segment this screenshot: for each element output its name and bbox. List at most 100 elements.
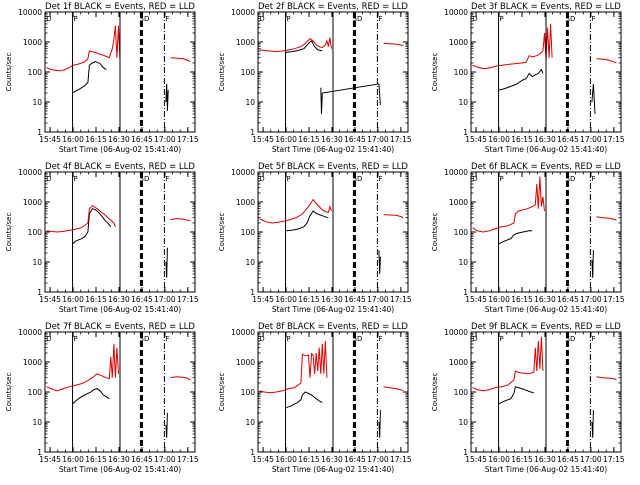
panel-det-8: Det 8f BLACK = Events, RED = LLD 1 10 100 10… (218, 322, 412, 474)
marker-label: P (499, 175, 503, 183)
x-tick-label: 15:45 (39, 295, 61, 304)
x-tick-label: 17:00 (580, 455, 602, 464)
y-tick-label: 10 (32, 98, 42, 107)
marker-label: SD (140, 15, 150, 23)
y-tick-label: 10000 (231, 8, 255, 17)
series-line (259, 37, 332, 53)
marker-label: P (286, 175, 290, 183)
marker-label: P (73, 15, 77, 23)
series-line (498, 230, 533, 245)
x-tick-label: 16:00 (488, 135, 510, 144)
x-tick-label: 16:00 (62, 455, 84, 464)
y-tick-label: 1 (250, 128, 255, 137)
x-tick-label: 16:00 (275, 135, 297, 144)
y-axis-label: Counts/sec (218, 53, 226, 92)
marker-label: P (499, 15, 503, 23)
x-tick-label: 16:15 (511, 135, 533, 144)
y-tick-label: 10000 (18, 168, 42, 177)
x-tick-label: 16:45 (131, 295, 153, 304)
marker-label: SD (566, 15, 576, 23)
marker-label: P (73, 335, 77, 343)
marker-label: D (259, 15, 264, 23)
x-axis-label: Start Time (06-Aug-02 15:41:40) (485, 465, 607, 474)
y-axis-label: Counts/sec (431, 53, 439, 92)
x-tick-label: 16:45 (344, 135, 366, 144)
series-line (46, 343, 119, 392)
x-tick-label: 15:45 (39, 135, 61, 144)
series-line (596, 58, 617, 64)
x-tick-label: 17:15 (390, 455, 412, 464)
x-tick-label: 16:30 (108, 295, 130, 304)
y-axis-label: Counts/sec (218, 373, 226, 412)
x-tick-label: 17:00 (367, 295, 389, 304)
x-tick-label: 16:45 (131, 135, 153, 144)
x-tick-label: 17:00 (580, 295, 602, 304)
marker-label: D (472, 15, 477, 23)
y-tick-label: 10 (458, 258, 468, 267)
marker-label: F (378, 175, 382, 183)
y-tick-label: 10000 (231, 328, 255, 337)
marker-label: F (378, 335, 382, 343)
panel-title: Det 1f BLACK = Events, RED = LLD (45, 2, 195, 12)
y-tick-label: 10 (458, 98, 468, 107)
series-line (383, 214, 404, 219)
marker-label: F (591, 15, 595, 23)
series-line (472, 23, 553, 70)
x-tick-label: 15:45 (465, 455, 487, 464)
series-line (46, 25, 121, 72)
x-tick-label: 16:30 (321, 135, 343, 144)
y-axis-label: Counts/sec (5, 373, 13, 412)
y-tick-label: 1 (250, 448, 255, 457)
y-tick-label: 10000 (444, 328, 468, 337)
series-line (472, 336, 544, 392)
series-line (596, 216, 617, 221)
x-tick-label: 17:00 (154, 455, 176, 464)
x-tick-label: 16:15 (511, 455, 533, 464)
marker-label: D (46, 335, 51, 343)
marker-label: SD (566, 335, 576, 343)
series-line (383, 42, 404, 47)
marker-label: F (591, 335, 595, 343)
marker-label: SD (140, 335, 150, 343)
y-tick-label: 10 (32, 418, 42, 427)
x-tick-label: 15:45 (465, 135, 487, 144)
marker-label: D (46, 15, 51, 23)
series-line (383, 386, 404, 392)
panel-det-1: Det 1f BLACK = Events, RED = LLD 1 10 100 10… (5, 2, 199, 154)
y-tick-label: 10 (458, 418, 468, 427)
x-axis-label: Start Time (06-Aug-02 15:41:40) (59, 305, 181, 314)
x-axis-label: Start Time (06-Aug-02 15:41:40) (272, 145, 394, 154)
x-tick-label: 16:00 (62, 295, 84, 304)
y-axis-label: Counts/sec (5, 213, 13, 252)
panel-det-7: Det 7f BLACK = Events, RED = LLD 1 10 100 10… (5, 322, 199, 474)
x-tick-label: 16:00 (275, 455, 297, 464)
series-line (72, 61, 107, 94)
marker-label: F (378, 15, 382, 23)
marker-label: D (472, 335, 477, 343)
x-tick-label: 17:15 (177, 455, 199, 464)
y-axis-label: Counts/sec (431, 213, 439, 252)
x-tick-label: 16:15 (85, 295, 107, 304)
y-tick-label: 10000 (444, 8, 468, 17)
x-axis-label: Start Time (06-Aug-02 15:41:40) (272, 305, 394, 314)
x-tick-label: 17:15 (603, 455, 625, 464)
series-line (591, 250, 594, 278)
y-tick-label: 1000 (449, 198, 468, 207)
series-line (378, 250, 381, 274)
x-tick-label: 16:30 (108, 135, 130, 144)
marker-label: SD (140, 175, 150, 183)
series-line (378, 410, 381, 438)
y-axis-label: Counts/sec (5, 53, 13, 92)
panel-det-3: Det 3f BLACK = Events, RED = LLD 1 10 100 10… (431, 2, 625, 154)
x-tick-label: 16:15 (85, 135, 107, 144)
x-tick-label: 17:00 (580, 135, 602, 144)
x-tick-label: 16:00 (275, 295, 297, 304)
y-tick-label: 10 (245, 98, 255, 107)
x-tick-label: 15:45 (252, 295, 274, 304)
x-tick-label: 16:45 (557, 455, 579, 464)
series-line (165, 412, 168, 438)
x-tick-label: 16:00 (62, 135, 84, 144)
series-line (170, 376, 191, 381)
